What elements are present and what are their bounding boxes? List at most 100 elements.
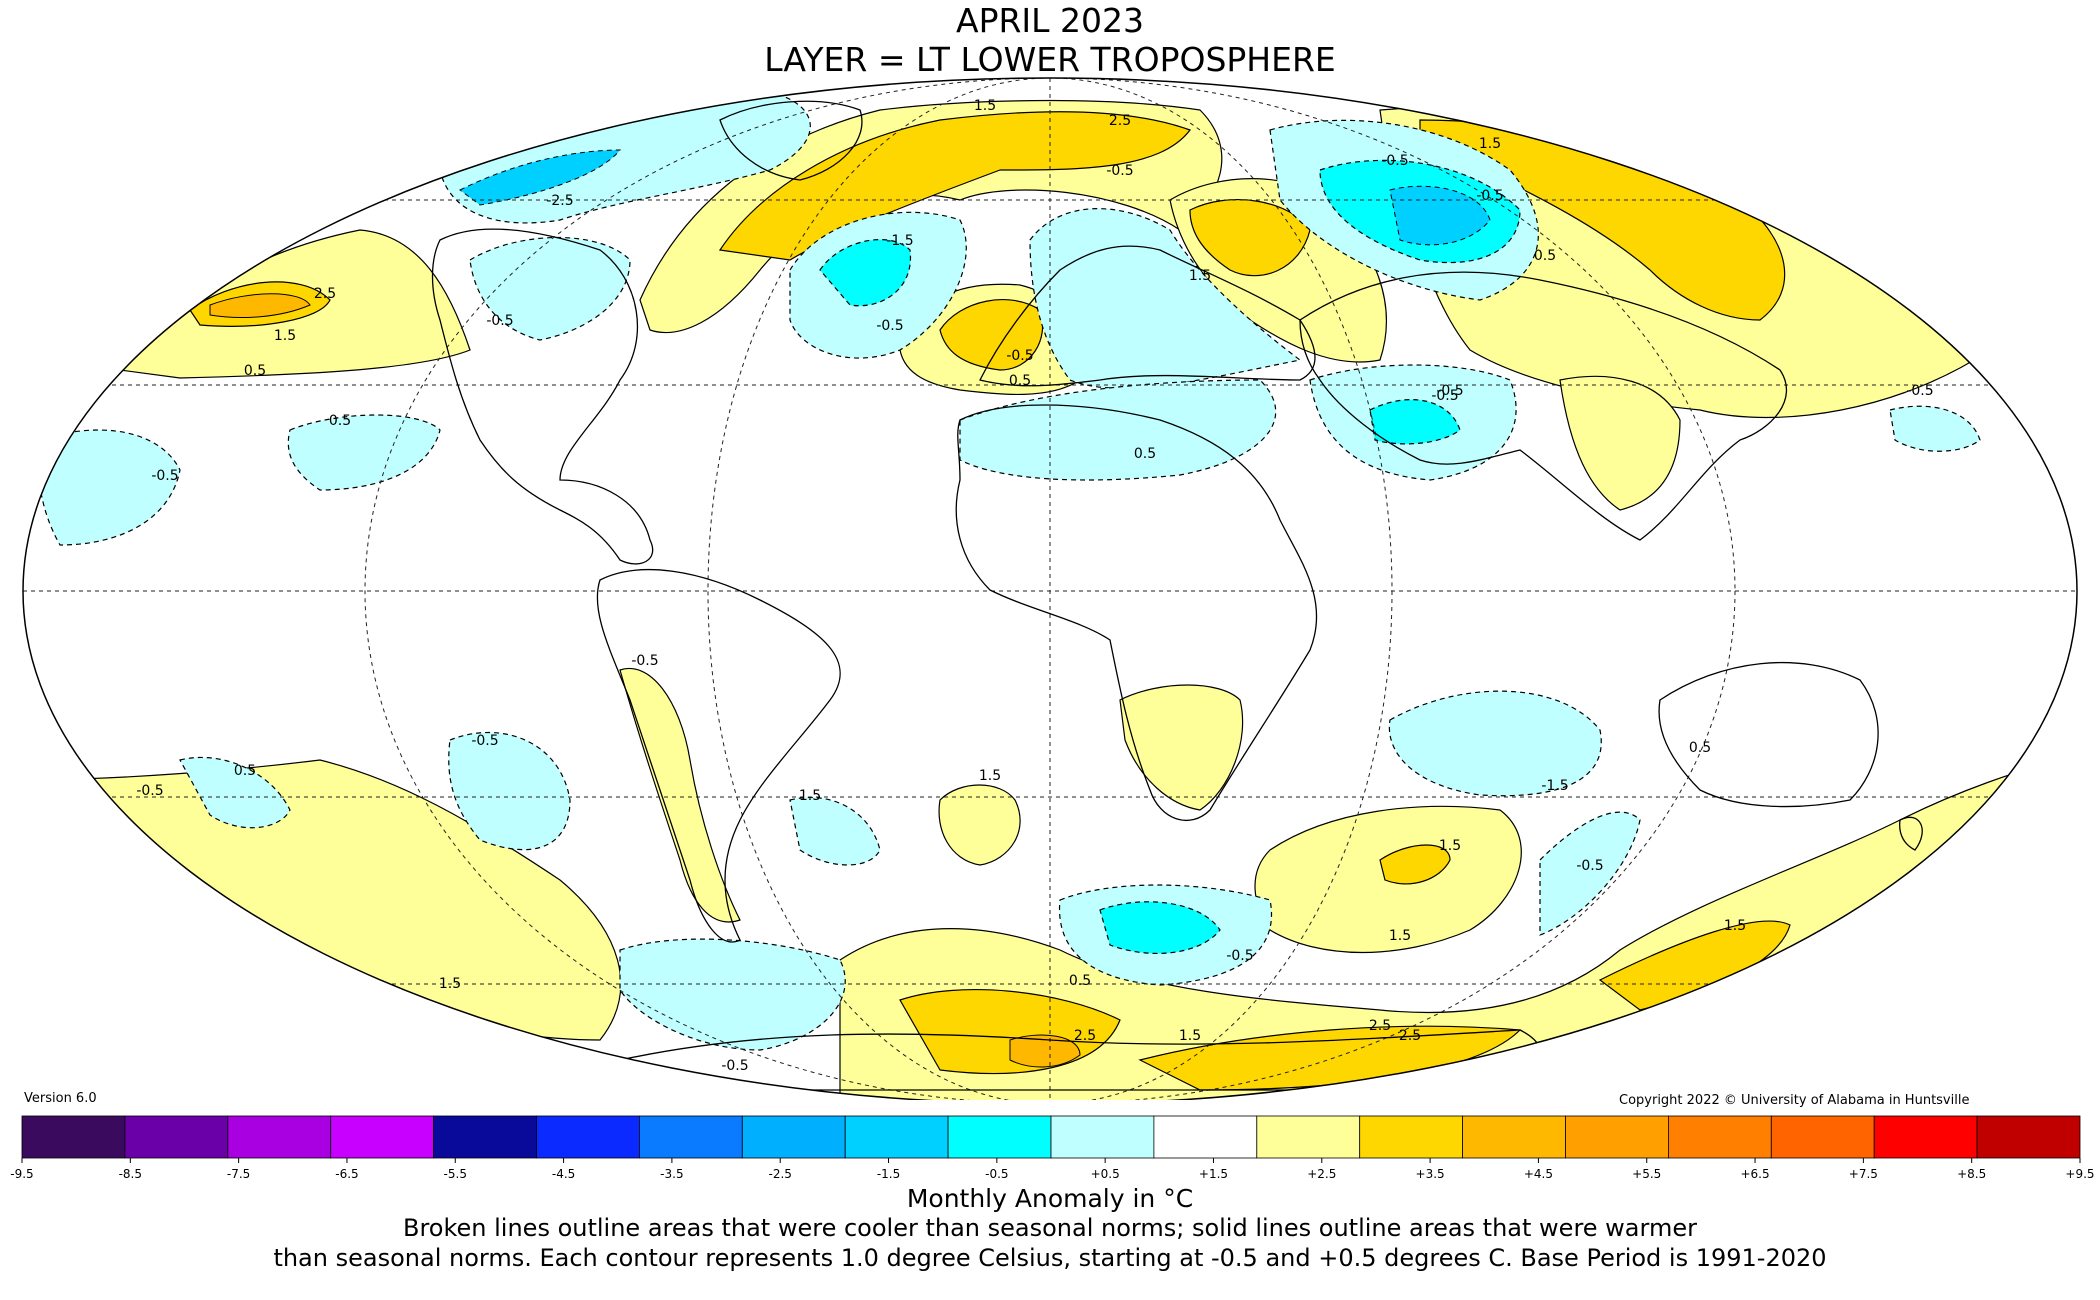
colorbar-tick-label: -3.5 [660, 1167, 683, 1181]
contour-label: 1.5 [1479, 136, 1501, 152]
asia-coast [1299, 271, 1787, 541]
meridian-120 [364, 78, 1736, 1100]
contour-label: -0.5 [631, 653, 658, 669]
contour-label: -0.5 [1381, 153, 1408, 169]
contour-label: 2.5 [1074, 1028, 1096, 1044]
contour-label: -0.5 [876, 318, 903, 334]
cool-core-middle-east [1369, 399, 1461, 445]
cool-region-south-pacific-central [448, 732, 571, 851]
colorbar-swatch [1565, 1115, 1669, 1159]
meridian-60 [707, 78, 1393, 1100]
cool-region-canada [469, 236, 631, 341]
map-title: APRIL 2023 [956, 1, 1144, 40]
colorbar-swatch [741, 1115, 846, 1159]
colorbar: -9.5 -8.5 -7.5 -6.5 -5.5 -4.5 -3.5 -2.5 -1.5 -0.5… [10, 1115, 2095, 1181]
cool-region-south-atlantic [789, 796, 881, 866]
colorbar-tick-label: -5.5 [444, 1167, 467, 1181]
cold-cores [459, 149, 1491, 246]
colorbar-tick-label: +4.5 [1524, 1167, 1553, 1181]
cool-core-north-atlantic [819, 239, 912, 307]
contour-label: -0.5 [721, 1058, 748, 1074]
colorbar-tick-label: -6.5 [335, 1167, 358, 1181]
colorbar-swatch [1668, 1115, 1772, 1159]
colorbar-tick-label: +5.5 [1632, 1167, 1661, 1181]
new-zealand-coast [1899, 816, 1923, 851]
contour-label: 1.5 [974, 98, 996, 114]
colorbar-tick-label: +3.5 [1416, 1167, 1445, 1181]
contour-label: 0.5 [234, 763, 256, 779]
cool-region-europe-mediterranean [1029, 208, 1302, 389]
contour-label: 2.5 [1369, 1018, 1391, 1034]
colorbar-swatch [1770, 1115, 1875, 1159]
colorbar-tick-label: +7.5 [1849, 1167, 1878, 1181]
contour-label: 0.5 [1009, 373, 1031, 389]
australia-coast [1658, 661, 1879, 808]
contour-label: -0.5 [136, 783, 163, 799]
contour-label: -2.5 [546, 193, 573, 209]
strongest-warm-regions [209, 293, 1081, 1068]
colorbar-swatch [124, 1115, 229, 1159]
contour-label: -0.5 [1006, 348, 1033, 364]
contour-label: -0.5 [151, 468, 178, 484]
contour-label: 0.5 [329, 413, 351, 429]
colorbar-tick-label: +9.5 [2065, 1167, 2094, 1181]
colorbar-swatch [639, 1115, 743, 1159]
contour-label: -0.5 [1431, 388, 1458, 404]
contour-label: 1.5 [274, 328, 296, 344]
contour-label: 1.5 [1439, 838, 1461, 854]
contour-label: -0.5 [471, 733, 498, 749]
contour-label: 1.5 [1189, 268, 1211, 284]
colorbar-tick-label: -4.5 [552, 1167, 575, 1181]
globe-outline [22, 77, 2078, 1100]
strong-warm-indian-ocean [1379, 844, 1451, 885]
colorbar-swatch [433, 1115, 537, 1159]
colorbar-tick-label: +1.5 [1199, 1167, 1228, 1181]
colorbar-tick-label: +6.5 [1740, 1167, 1769, 1181]
contour-label: 1.5 [979, 768, 1001, 784]
anomaly-map: 2.5 1.5 -0.5 -2.5 1.5 2.5 -0.5 -1.5 -0.5 0.5 1.5 0.… [22, 77, 2078, 1100]
contour-label: 1.5 [799, 788, 821, 804]
contour-label: -0.5 [486, 313, 513, 329]
colorbar-tick-label: -7.5 [227, 1167, 250, 1181]
hotspot-antarctic [1009, 1034, 1081, 1068]
cool-core-south-atlantic [1099, 901, 1221, 954]
cool-region-south-pacific [179, 756, 291, 829]
colorbar-swatch [844, 1115, 949, 1159]
contour-label: -0.5 [1476, 188, 1503, 204]
colorbar-swatch [947, 1115, 1052, 1159]
colorbar-swatch [1359, 1115, 1463, 1159]
contour-labels: 2.5 1.5 -0.5 -2.5 1.5 2.5 -0.5 -1.5 -0.5 0.5 1.5 0.… [136, 98, 1933, 1074]
hotspot-north-pacific [209, 293, 311, 318]
colorbar-tick-label: -9.5 [10, 1167, 33, 1181]
cool-region-pacific-east [287, 414, 441, 491]
africa-coast [955, 404, 1318, 821]
colorbar-tick-label: -1.5 [877, 1167, 900, 1181]
contour-label: 1.5 [439, 976, 461, 992]
colorbar-swatch [536, 1115, 640, 1159]
colorbar-swatch [1153, 1115, 1258, 1159]
colorbar-swatch [1050, 1115, 1155, 1159]
colorbar-swatch [21, 1115, 126, 1159]
contour-label: 0.5 [1069, 973, 1091, 989]
copyright-label: Copyright 2022 © University of Alabama i… [1619, 1093, 1970, 1108]
colorbar-tick-label: -2.5 [768, 1167, 791, 1181]
contour-label: -1.5 [1541, 778, 1568, 794]
warm-region-southern-africa [1119, 684, 1244, 811]
colorbar-ticks: -9.5 -8.5 -7.5 -6.5 -5.5 -4.5 -3.5 -2.5 -1.5 -0.5… [10, 1158, 2095, 1181]
map-subtitle: LAYER = LT LOWER TROPOSPHERE [764, 40, 1336, 79]
colorbar-tick-label: +2.5 [1307, 1167, 1336, 1181]
colorbar-swatches [21, 1115, 2081, 1159]
contour-label: 2.5 [1399, 1028, 1421, 1044]
units-label: Monthly Anomaly in °C [906, 1184, 1194, 1213]
cold-core-arctic-canada [459, 149, 622, 206]
cold-core-siberia [1389, 185, 1491, 246]
contour-label: 1.5 [1389, 928, 1411, 944]
contour-label: -0.5 [1436, 383, 1463, 399]
contour-label: -0.5 [1106, 163, 1133, 179]
contour-label: 1.5 [1179, 1028, 1201, 1044]
warm-region-south-asia [1559, 375, 1681, 511]
north-america-coast [431, 228, 654, 565]
contour-label: 2.5 [1109, 113, 1131, 129]
contour-label: -1.5 [886, 233, 913, 249]
colorbar-tick-label: -0.5 [985, 1167, 1008, 1181]
